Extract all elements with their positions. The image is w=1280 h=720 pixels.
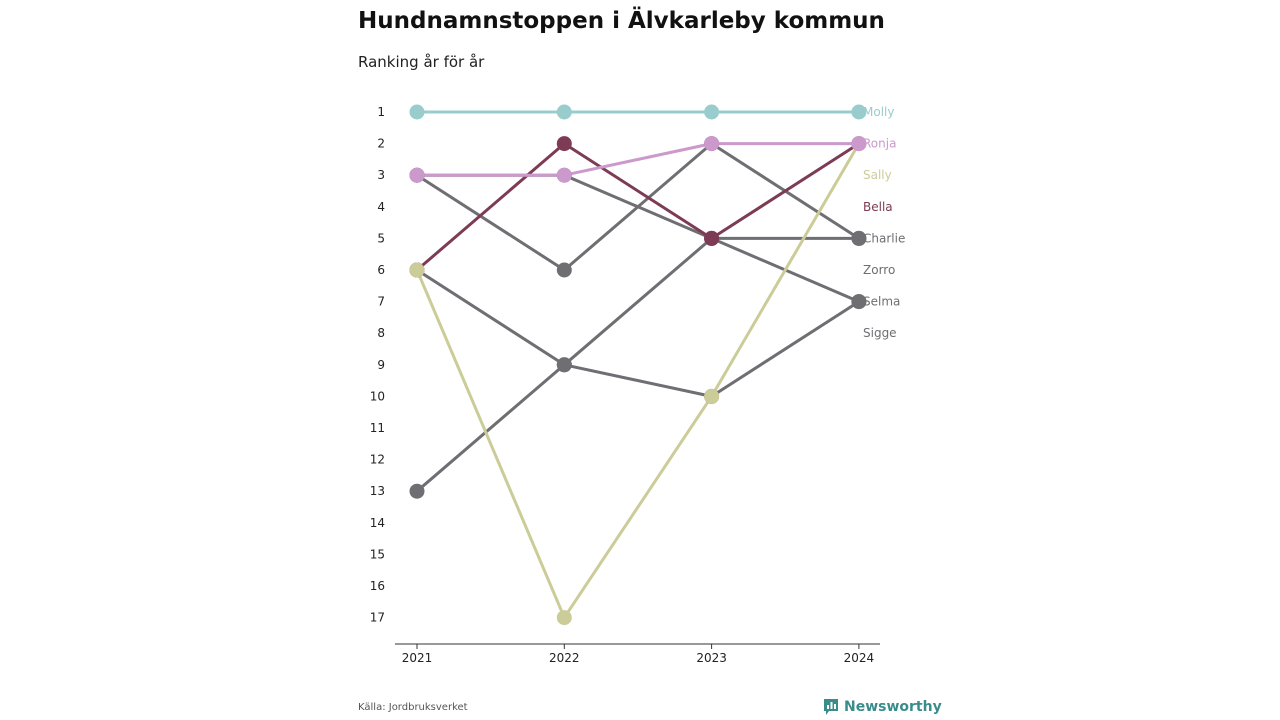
y-tick-label: 1 — [377, 105, 385, 119]
series-line-charlie — [415, 142, 861, 272]
series-line-ronja — [415, 142, 861, 177]
x-tick-label: 2023 — [696, 651, 727, 665]
series-label-ronja: Ronja — [863, 137, 896, 151]
data-point-sally[interactable] — [409, 262, 425, 278]
data-point-bella[interactable] — [556, 136, 572, 152]
series-line-zorro — [415, 236, 861, 367]
y-tick-label: 14 — [370, 516, 385, 530]
series-label-zorro: Zorro — [863, 263, 895, 277]
data-point-sally[interactable] — [704, 388, 720, 404]
series-labels: Molly Ronja Sally Bella Charlie Zorro Selma Sig… — [863, 105, 905, 340]
series-lines — [415, 110, 861, 620]
y-tick-label: 8 — [377, 326, 385, 340]
y-tick-label: 5 — [377, 231, 385, 245]
y-tick-label: 16 — [370, 579, 385, 593]
y-tick-label: 9 — [377, 358, 385, 372]
y-tick-label: 7 — [377, 295, 385, 309]
data-point-sally[interactable] — [556, 610, 572, 626]
brand-logo[interactable]: Newsworthy — [823, 698, 942, 716]
y-tick-label: 10 — [370, 389, 385, 403]
x-tick-label: 2021 — [402, 651, 433, 665]
series-label-bella: Bella — [863, 200, 893, 214]
series-label-molly: Molly — [863, 105, 894, 119]
y-tick-label: 2 — [377, 137, 385, 151]
data-point-charlie[interactable] — [851, 230, 867, 246]
y-tick-label: 17 — [370, 611, 385, 625]
data-point-molly[interactable] — [704, 104, 720, 120]
data-point-ronja[interactable] — [556, 167, 572, 183]
x-tick-label: 2024 — [844, 651, 875, 665]
chart-subtitle: Ranking år för år — [358, 53, 485, 71]
data-point-sigge[interactable] — [409, 483, 425, 499]
source-note: Källa: Jordbruksverket — [358, 702, 468, 713]
chart-title: Hundnamnstoppen i Älvkarleby kommun — [358, 8, 885, 34]
x-axis-ticks: 2021 2022 2023 2024 — [402, 644, 874, 665]
data-point-charlie[interactable] — [556, 262, 572, 278]
data-point-selma[interactable] — [851, 294, 867, 310]
data-point-bella[interactable] — [704, 230, 720, 246]
data-point-ronja[interactable] — [851, 136, 867, 152]
series-label-sigge: Sigge — [863, 326, 897, 340]
data-point-ronja[interactable] — [704, 136, 720, 152]
brand-name: Newsworthy — [844, 699, 942, 715]
y-tick-label: 15 — [370, 547, 385, 561]
x-tick-label: 2022 — [549, 651, 580, 665]
series-label-charlie: Charlie — [863, 231, 905, 245]
series-points — [409, 104, 867, 626]
y-tick-label: 12 — [370, 453, 385, 467]
y-tick-label: 4 — [377, 200, 385, 214]
y-tick-label: 3 — [377, 168, 385, 182]
newsworthy-chart-icon — [824, 699, 838, 715]
y-tick-label: 11 — [370, 421, 385, 435]
data-point-molly[interactable] — [409, 104, 425, 120]
series-line-bella — [415, 142, 861, 272]
series-line-sally — [415, 142, 861, 620]
y-tick-label: 6 — [377, 263, 385, 277]
series-line-sigge — [415, 300, 861, 493]
data-point-zorro[interactable] — [556, 357, 572, 373]
series-label-sally: Sally — [863, 168, 892, 182]
data-point-ronja[interactable] — [409, 167, 425, 183]
y-tick-label: 13 — [370, 484, 385, 498]
series-label-selma: Selma — [863, 295, 900, 309]
data-point-molly[interactable] — [851, 104, 867, 120]
data-point-molly[interactable] — [556, 104, 572, 120]
